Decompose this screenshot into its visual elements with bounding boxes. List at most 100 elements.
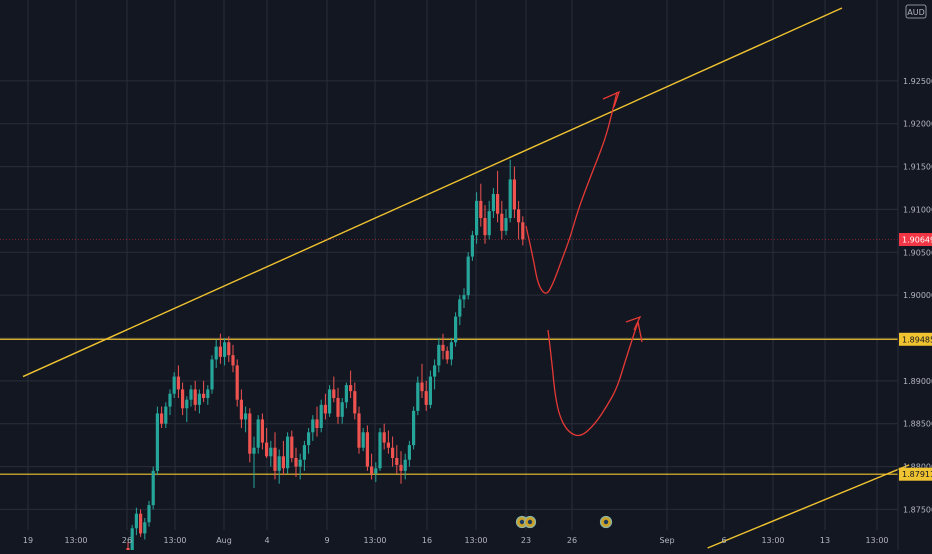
candle[interactable] (336, 387, 340, 424)
candle[interactable] (437, 338, 441, 373)
candle[interactable] (151, 466, 155, 510)
candle[interactable] (361, 428, 365, 452)
candle[interactable] (181, 382, 185, 416)
candle[interactable] (176, 365, 180, 398)
candle[interactable] (197, 389, 201, 414)
candle[interactable] (139, 509, 143, 537)
candle[interactable] (206, 385, 210, 405)
currency-selector[interactable]: AUD (905, 4, 927, 19)
candle[interactable] (470, 230, 474, 261)
candle[interactable] (521, 216, 525, 246)
candle[interactable] (374, 462, 378, 482)
candle[interactable] (445, 346, 449, 364)
candle[interactable] (265, 428, 269, 458)
candle[interactable] (328, 385, 332, 417)
candle[interactable] (504, 209, 508, 236)
candle[interactable] (298, 453, 302, 480)
candle[interactable] (302, 440, 306, 471)
candle[interactable] (353, 382, 357, 420)
candle[interactable] (294, 447, 298, 477)
candle[interactable] (416, 376, 420, 416)
candle[interactable] (315, 406, 319, 437)
candle[interactable] (256, 415, 260, 454)
candle[interactable] (189, 385, 193, 407)
candle[interactable] (164, 402, 168, 428)
candle[interactable] (134, 507, 138, 536)
drawn-arrow-lower[interactable] (547, 321, 639, 437)
candle[interactable] (512, 166, 516, 218)
candle[interactable] (420, 363, 424, 398)
candle[interactable] (386, 430, 390, 454)
candle[interactable] (252, 436, 256, 488)
candle[interactable] (307, 428, 311, 454)
candle[interactable] (260, 413, 264, 450)
candle[interactable] (407, 440, 411, 467)
candle[interactable] (391, 436, 395, 467)
candle[interactable] (155, 406, 159, 476)
trendline[interactable] (707, 464, 910, 549)
candle[interactable] (491, 188, 495, 218)
candle[interactable] (403, 453, 407, 480)
candle[interactable] (428, 370, 432, 409)
candle[interactable] (290, 430, 294, 463)
candle[interactable] (332, 376, 336, 403)
candle[interactable] (277, 449, 281, 484)
candle[interactable] (202, 380, 206, 403)
candle[interactable] (319, 399, 323, 433)
economic-event-icon[interactable] (599, 515, 613, 529)
candle[interactable] (244, 406, 248, 433)
candle[interactable] (210, 355, 214, 394)
candle[interactable] (323, 393, 327, 420)
candle[interactable] (143, 518, 147, 540)
candle[interactable] (378, 428, 382, 471)
candle[interactable] (433, 359, 437, 390)
trendline[interactable] (22, 7, 843, 378)
candle[interactable] (193, 380, 197, 411)
candle[interactable] (344, 382, 348, 409)
candle[interactable] (218, 333, 222, 364)
candle[interactable] (286, 432, 290, 474)
candle[interactable] (248, 408, 252, 463)
candle[interactable] (349, 370, 353, 398)
candle[interactable] (382, 423, 386, 450)
candle[interactable] (483, 205, 487, 244)
candle[interactable] (311, 415, 315, 441)
candle[interactable] (168, 389, 172, 416)
candle[interactable] (340, 398, 344, 424)
candle[interactable] (462, 288, 466, 308)
candle[interactable] (239, 389, 243, 428)
candle[interactable] (508, 159, 512, 223)
candle[interactable] (147, 500, 151, 527)
candle[interactable] (223, 338, 227, 366)
candle[interactable] (475, 192, 479, 244)
candle[interactable] (357, 406, 361, 454)
candle[interactable] (395, 445, 399, 474)
candle[interactable] (399, 451, 403, 484)
candle[interactable] (517, 200, 521, 240)
candle[interactable] (214, 339, 218, 368)
candle[interactable] (231, 344, 235, 373)
candle[interactable] (487, 200, 491, 240)
candle[interactable] (441, 333, 445, 360)
candle[interactable] (160, 406, 164, 428)
candle[interactable] (235, 359, 239, 407)
candle[interactable] (500, 200, 504, 240)
candle[interactable] (454, 312, 458, 347)
candle[interactable] (458, 295, 462, 326)
economic-event-icon[interactable] (523, 515, 537, 529)
drawn-arrow-upper[interactable] (525, 91, 618, 294)
candle[interactable] (130, 524, 134, 554)
candle[interactable] (281, 440, 285, 476)
candle[interactable] (412, 406, 416, 450)
candle[interactable] (273, 432, 277, 480)
candle[interactable] (185, 396, 189, 422)
candle[interactable] (370, 453, 374, 480)
candle[interactable] (365, 425, 369, 471)
candle[interactable] (479, 183, 483, 227)
candle[interactable] (466, 252, 470, 300)
candle[interactable] (496, 170, 500, 223)
candle[interactable] (449, 338, 453, 366)
candle[interactable] (424, 380, 428, 411)
candle[interactable] (269, 440, 273, 467)
